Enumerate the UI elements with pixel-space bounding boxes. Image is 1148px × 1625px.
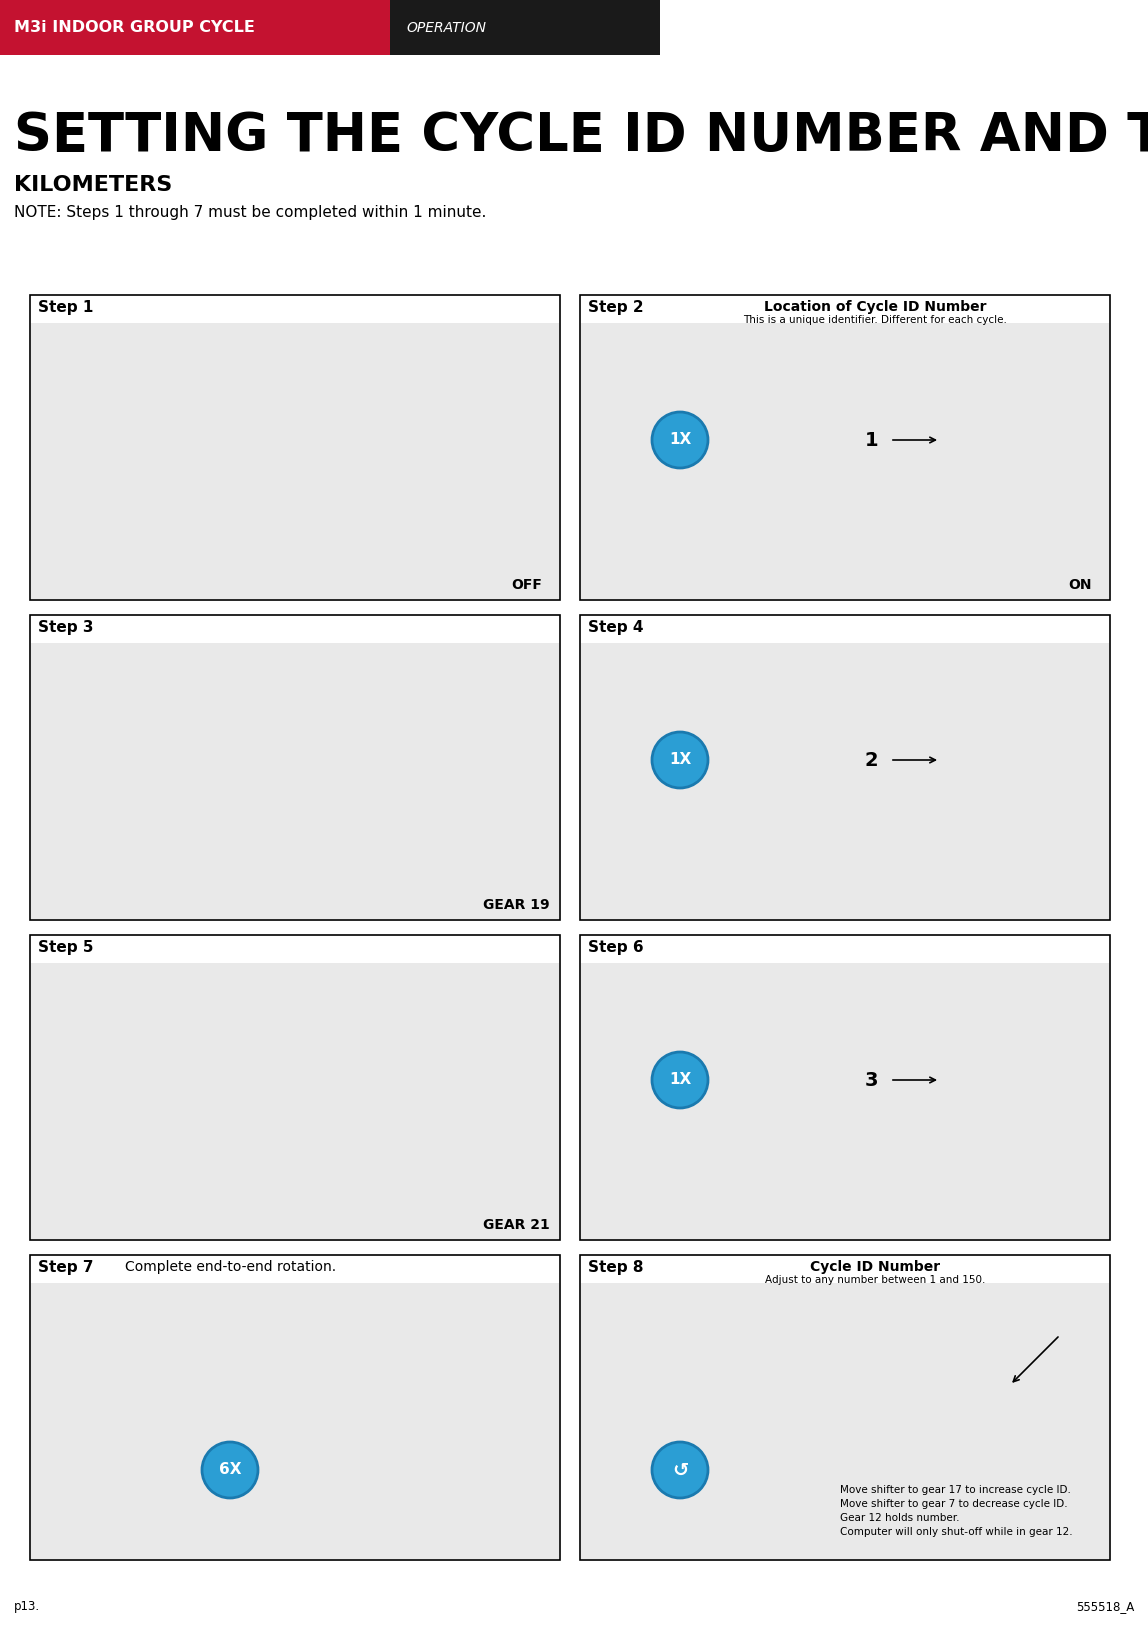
- Bar: [30, 1254, 560, 1560]
- Text: 1X: 1X: [669, 752, 691, 767]
- Bar: [580, 1254, 1110, 1560]
- Bar: [31, 964, 559, 1238]
- Bar: [30, 934, 560, 1240]
- Bar: [581, 644, 1109, 920]
- Bar: [0, 0, 390, 55]
- Text: Step 4: Step 4: [588, 621, 644, 635]
- Text: Step 5: Step 5: [38, 939, 93, 955]
- Circle shape: [652, 1051, 708, 1108]
- Text: SETTING THE CYCLE ID NUMBER AND TRIP UNITS: SETTING THE CYCLE ID NUMBER AND TRIP UNI…: [14, 111, 1148, 162]
- Text: ↺: ↺: [672, 1461, 688, 1479]
- Text: 555518_A: 555518_A: [1076, 1601, 1134, 1614]
- Circle shape: [202, 1441, 258, 1498]
- Bar: [581, 323, 1109, 600]
- Circle shape: [652, 731, 708, 788]
- Bar: [580, 614, 1110, 920]
- Text: Move shifter to gear 17 to increase cycle ID.
Move shifter to gear 7 to decrease: Move shifter to gear 17 to increase cycl…: [840, 1485, 1072, 1537]
- Text: GEAR 19: GEAR 19: [483, 899, 550, 912]
- Bar: [30, 614, 560, 920]
- Text: Cycle ID Number: Cycle ID Number: [810, 1259, 940, 1274]
- Text: Adjust to any number between 1 and 150.: Adjust to any number between 1 and 150.: [765, 1276, 985, 1285]
- Text: OPERATION: OPERATION: [406, 21, 486, 34]
- Text: Step 7: Step 7: [38, 1259, 93, 1276]
- Bar: [580, 934, 1110, 1240]
- Text: Step 8: Step 8: [588, 1259, 644, 1276]
- Circle shape: [652, 1441, 708, 1498]
- Text: 1: 1: [864, 431, 878, 450]
- Text: NOTE: Steps 1 through 7 must be completed within 1 minute.: NOTE: Steps 1 through 7 must be complete…: [14, 205, 487, 219]
- Text: GEAR 21: GEAR 21: [483, 1219, 550, 1232]
- Text: M3i INDOOR GROUP CYCLE: M3i INDOOR GROUP CYCLE: [14, 20, 255, 36]
- Text: Step 6: Step 6: [588, 939, 644, 955]
- Text: 3: 3: [864, 1071, 878, 1089]
- Text: 2: 2: [864, 751, 878, 770]
- Text: Step 1: Step 1: [38, 301, 93, 315]
- Text: 1X: 1X: [669, 1072, 691, 1087]
- Circle shape: [652, 413, 708, 468]
- Text: Step 3: Step 3: [38, 621, 93, 635]
- Text: Complete end-to-end rotation.: Complete end-to-end rotation.: [125, 1259, 336, 1274]
- Bar: [31, 1284, 559, 1558]
- Text: 6X: 6X: [219, 1462, 241, 1477]
- Text: OFF: OFF: [511, 578, 542, 592]
- Bar: [581, 1284, 1109, 1558]
- Bar: [580, 296, 1110, 600]
- Text: Location of Cycle ID Number: Location of Cycle ID Number: [763, 301, 986, 314]
- Bar: [31, 644, 559, 920]
- Bar: [390, 0, 660, 55]
- Bar: [31, 323, 559, 600]
- Bar: [30, 296, 560, 600]
- Text: 1X: 1X: [669, 432, 691, 447]
- Bar: [581, 964, 1109, 1238]
- Text: This is a unique identifier. Different for each cycle.: This is a unique identifier. Different f…: [743, 315, 1007, 325]
- Text: p13.: p13.: [14, 1601, 40, 1614]
- Text: Step 2: Step 2: [588, 301, 644, 315]
- Text: ON: ON: [1069, 578, 1092, 592]
- Text: KILOMETERS: KILOMETERS: [14, 176, 172, 195]
